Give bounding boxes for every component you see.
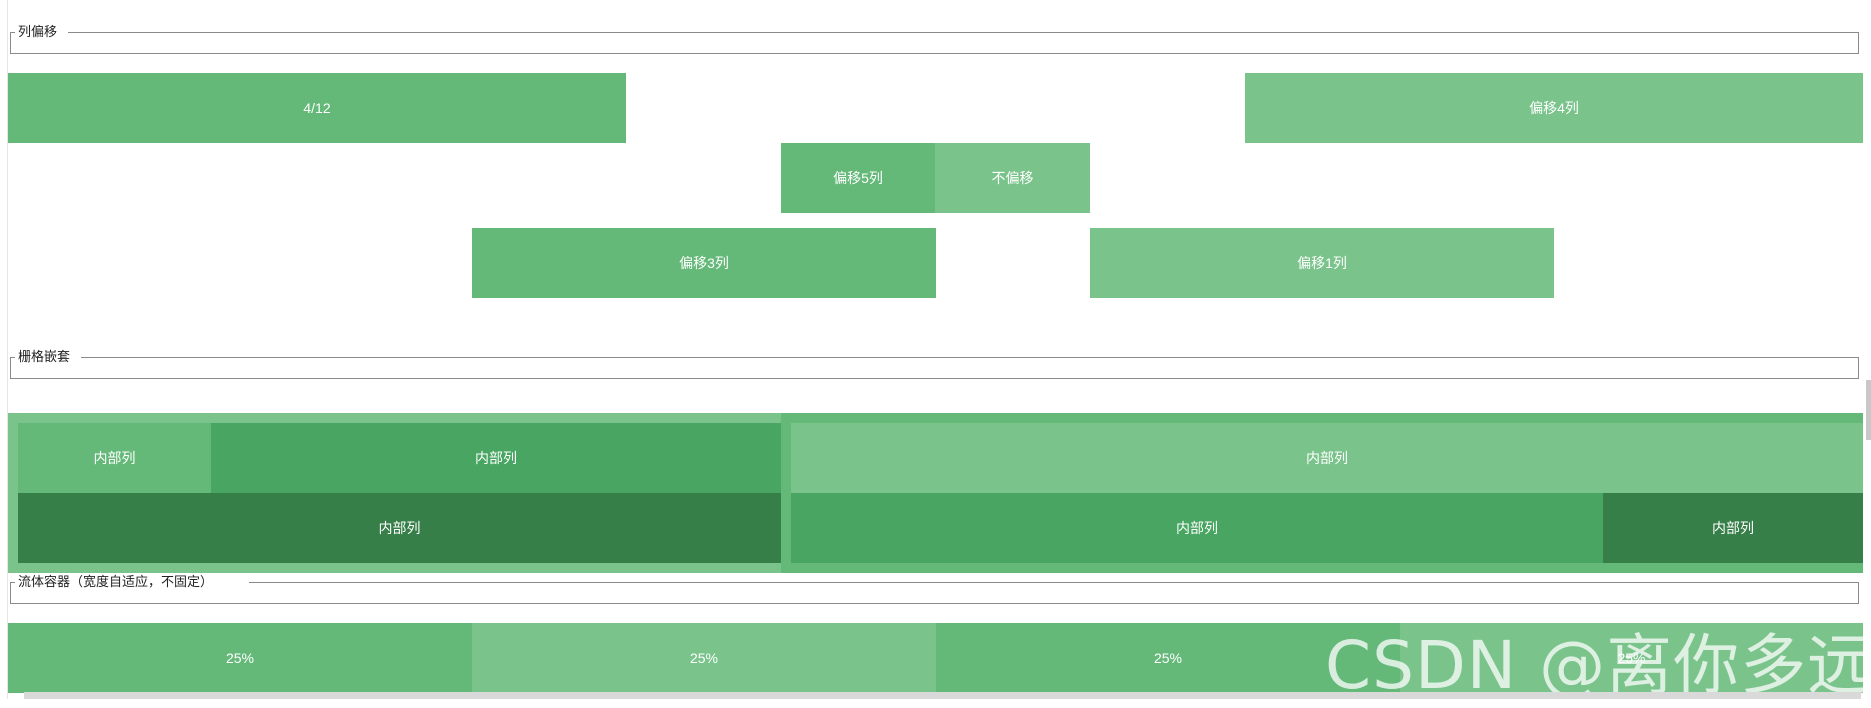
- nesting-inner-col: 内部列: [1603, 493, 1863, 563]
- nesting-inner-col: 内部列: [791, 423, 1863, 493]
- fieldset-top-line-left: [11, 582, 15, 583]
- offset-col-offset-5: 偏移5列: [781, 143, 935, 213]
- fieldset-top-line-left: [11, 357, 15, 358]
- section-title-nesting: 栅格嵌套: [15, 349, 74, 365]
- csdn-watermark: CSDN @离你多远: [1325, 627, 1871, 704]
- nesting-inner-col: 内部列: [791, 493, 1603, 563]
- fluid-col-25: 25%: [1400, 623, 1863, 693]
- vertical-scrollbar[interactable]: [1866, 380, 1871, 440]
- offset-col-offset-4: 偏移4列: [1245, 73, 1863, 143]
- offset-col-no-offset: 不偏移: [935, 143, 1090, 213]
- horizontal-scrollbar[interactable]: [24, 692, 1861, 699]
- fluid-col-25: 25%: [936, 623, 1400, 693]
- offset-col-offset-3: 偏移3列: [472, 228, 936, 298]
- section-nesting-fieldset: 栅格嵌套: [10, 349, 1859, 379]
- offset-col-offset-1: 偏移1列: [1090, 228, 1554, 298]
- section-offset-fieldset: 列偏移: [10, 24, 1859, 54]
- nesting-inner-col: 内部列: [18, 493, 781, 563]
- fieldset-top-line-left: [11, 32, 15, 33]
- fieldset-top-line: [81, 357, 1858, 358]
- offset-col-4-12: 4/12: [8, 73, 626, 143]
- fluid-col-25: 25%: [472, 623, 936, 693]
- nesting-inner-col: 内部列: [18, 423, 211, 493]
- fluid-col-25: 25%: [8, 623, 472, 693]
- fieldset-top-line: [68, 32, 1858, 33]
- nesting-inner-col: 内部列: [211, 423, 781, 493]
- section-title-offset: 列偏移: [15, 24, 61, 40]
- section-fluid-fieldset: 流体容器（宽度自适应，不固定）: [10, 574, 1859, 604]
- fieldset-top-line: [249, 582, 1858, 583]
- section-title-fluid: 流体容器（宽度自适应，不固定）: [15, 574, 217, 590]
- page-left-border: [7, 0, 8, 699]
